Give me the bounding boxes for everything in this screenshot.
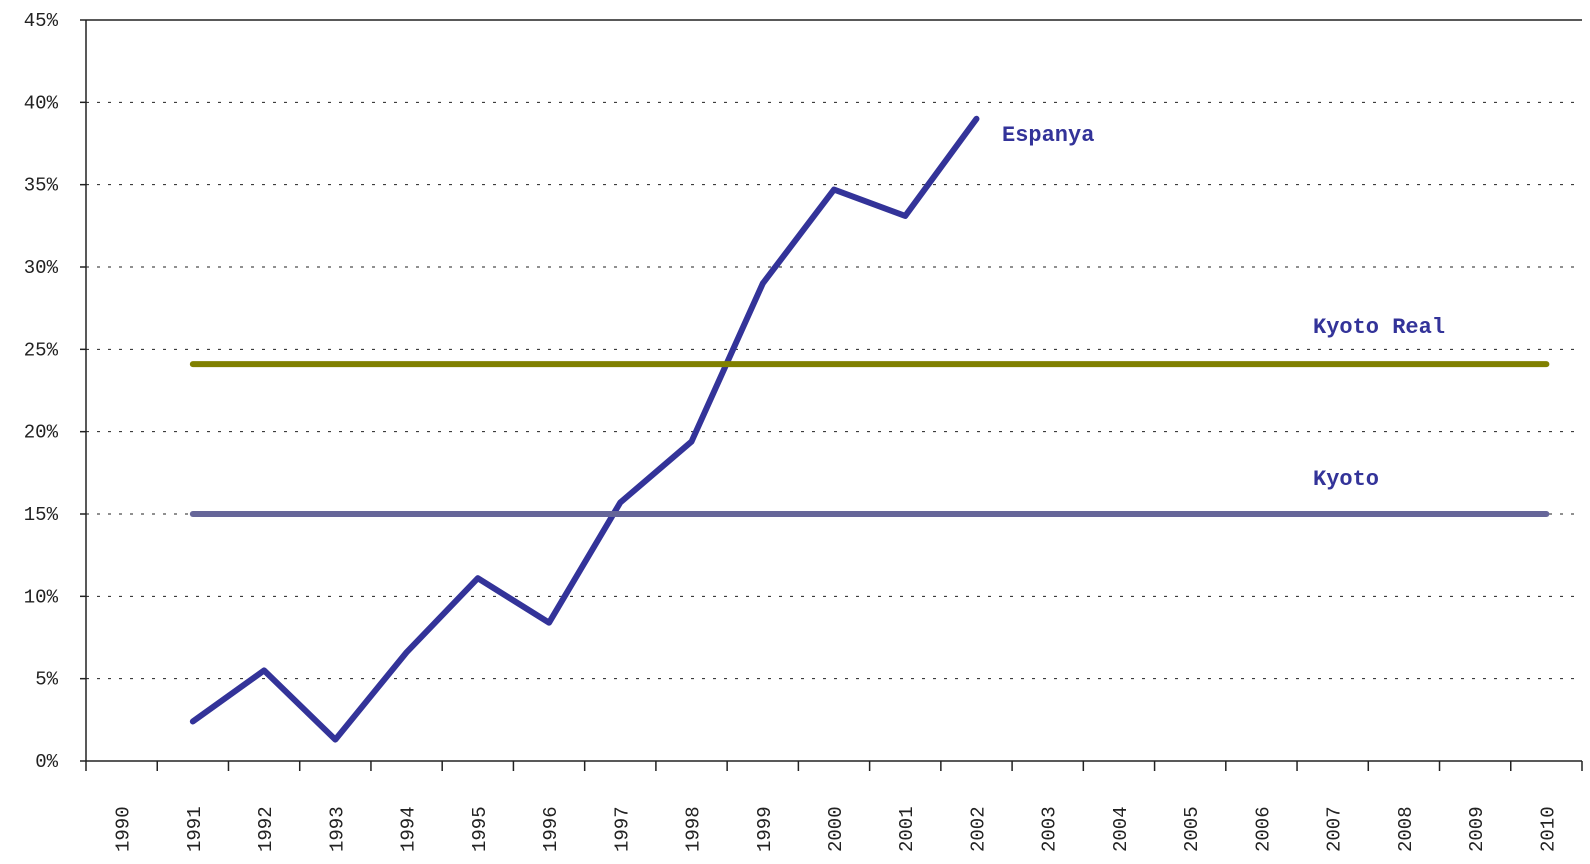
x-tick-label: 2007 [1324, 806, 1346, 852]
x-tick-label: 1991 [184, 806, 206, 852]
x-tick-label: 2004 [1110, 806, 1132, 852]
y-tick-label: 10% [24, 586, 59, 608]
y-tick-label: 20% [24, 422, 59, 444]
y-tick-label: 0% [35, 751, 58, 773]
x-tick-label: 2008 [1395, 806, 1417, 852]
x-tick-label: 1998 [683, 806, 705, 852]
series-label: Kyoto Real [1313, 315, 1445, 340]
y-tick-label: 45% [24, 10, 59, 32]
x-tick-label: 1995 [469, 806, 491, 852]
y-tick-label: 5% [35, 669, 58, 691]
x-tick-label: 2006 [1252, 806, 1274, 852]
y-tick-label: 30% [24, 257, 59, 279]
x-tick-label: 2003 [1039, 806, 1061, 852]
x-tick-label: 2009 [1466, 806, 1488, 852]
x-tick-label: 2000 [825, 806, 847, 852]
y-tick-label: 35% [24, 175, 59, 197]
x-tick-label: 2010 [1537, 806, 1559, 852]
x-tick-label: 2001 [896, 806, 918, 852]
y-tick-label: 25% [24, 339, 59, 361]
x-tick-label: 1992 [255, 806, 277, 852]
series-label: Kyoto [1313, 467, 1379, 492]
y-tick-label: 40% [24, 92, 59, 114]
line-series [189, 115, 980, 743]
x-tick-label: 1990 [113, 806, 135, 852]
x-tick-label: 1994 [398, 806, 420, 852]
x-tick-label: 2005 [1181, 806, 1203, 852]
x-tick-label: 1997 [611, 806, 633, 852]
x-tick-label: 2002 [967, 806, 989, 852]
x-tick-label: 1993 [326, 806, 348, 852]
y-tick-label: 15% [24, 504, 59, 526]
x-tick-label: 1996 [540, 806, 562, 852]
series-label: Espanya [1002, 123, 1094, 148]
x-tick-label: 1999 [754, 806, 776, 852]
